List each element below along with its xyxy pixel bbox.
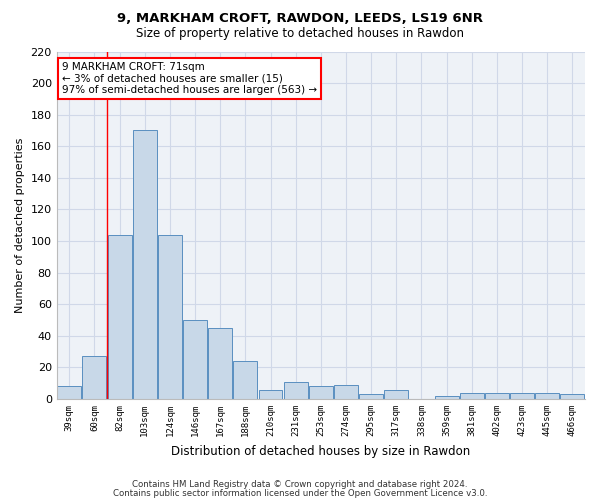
Text: Size of property relative to detached houses in Rawdon: Size of property relative to detached ho… bbox=[136, 28, 464, 40]
Text: Contains public sector information licensed under the Open Government Licence v3: Contains public sector information licen… bbox=[113, 488, 487, 498]
Bar bbox=[107, 235, 131, 399]
Text: Contains HM Land Registry data © Crown copyright and database right 2024.: Contains HM Land Registry data © Crown c… bbox=[132, 480, 468, 489]
Text: 9, MARKHAM CROFT, RAWDON, LEEDS, LS19 6NR: 9, MARKHAM CROFT, RAWDON, LEEDS, LS19 6N… bbox=[117, 12, 483, 26]
Bar bbox=[57, 386, 81, 399]
Bar bbox=[359, 394, 383, 399]
Bar bbox=[334, 385, 358, 399]
Bar bbox=[233, 361, 257, 399]
Bar bbox=[560, 394, 584, 399]
Bar bbox=[385, 390, 408, 399]
Bar bbox=[284, 382, 308, 399]
Text: 9 MARKHAM CROFT: 71sqm
← 3% of detached houses are smaller (15)
97% of semi-deta: 9 MARKHAM CROFT: 71sqm ← 3% of detached … bbox=[62, 62, 317, 95]
X-axis label: Distribution of detached houses by size in Rawdon: Distribution of detached houses by size … bbox=[171, 444, 470, 458]
Bar bbox=[82, 356, 106, 399]
Bar bbox=[485, 392, 509, 399]
Bar bbox=[158, 235, 182, 399]
Bar bbox=[510, 392, 534, 399]
Bar bbox=[259, 390, 283, 399]
Bar bbox=[434, 396, 458, 399]
Bar bbox=[309, 386, 333, 399]
Bar bbox=[183, 320, 207, 399]
Bar bbox=[133, 130, 157, 399]
Bar bbox=[208, 328, 232, 399]
Bar bbox=[535, 392, 559, 399]
Y-axis label: Number of detached properties: Number of detached properties bbox=[15, 138, 25, 313]
Bar bbox=[460, 392, 484, 399]
